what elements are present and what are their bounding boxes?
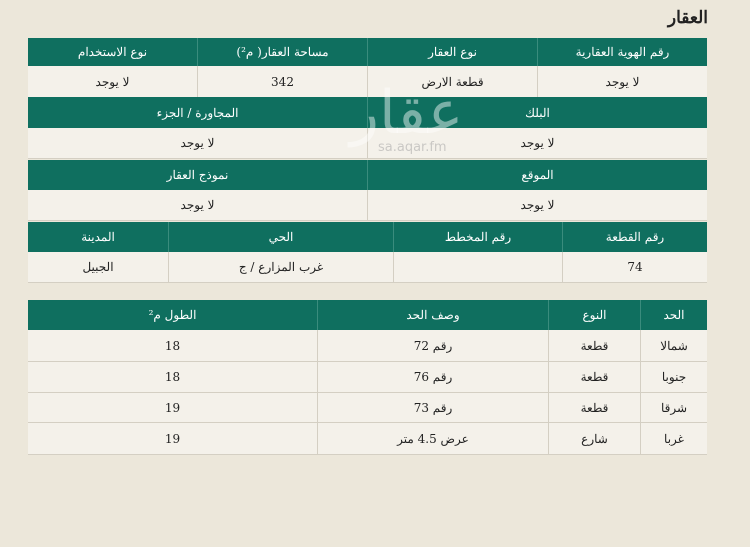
header-plan-number: رقم المخطط xyxy=(393,222,562,252)
section2-row: لا يوجد لا يوجد xyxy=(28,128,707,159)
header-area: مساحة العقار( م²) xyxy=(197,38,367,66)
header-usage-type: نوع الاستخدام xyxy=(77,45,148,59)
cell-boundary: شرقا xyxy=(640,393,707,422)
cell-length: 18 xyxy=(164,370,181,384)
section1-header: رقم الهوية العقارية نوع العقار مساحة الع… xyxy=(28,38,707,66)
section3-header: الموقع نموذج العقار xyxy=(28,160,707,190)
cell-length: 19 xyxy=(164,431,181,446)
cell-length: 18 xyxy=(164,338,181,353)
header-neighborhood-part: المجاورة / الجزء xyxy=(156,105,239,120)
header-location: الموقع xyxy=(367,160,707,190)
page-title: العقار xyxy=(667,8,708,28)
value-area: 342 xyxy=(197,66,367,97)
watermark-logo: عقار xyxy=(350,78,464,148)
header-district: الحي xyxy=(168,222,393,252)
header-block: البلك xyxy=(367,97,707,128)
table-row: جنوبا قطعة رقم 76 18 xyxy=(28,362,707,393)
header-length: الطول م² xyxy=(148,308,197,322)
value-plot-number: 74 xyxy=(562,252,707,282)
cell-description: رقم 76 xyxy=(317,362,548,392)
section4-header: رقم القطعة رقم المخطط الحي المدينة xyxy=(28,222,707,252)
cell-boundary: شمالا xyxy=(640,330,707,361)
boundaries-header: الحد النوع وصف الحد الطول م² xyxy=(28,300,707,330)
value-city: الجبيل xyxy=(82,260,114,274)
value-plan-number xyxy=(393,252,562,282)
table-row: شرقا قطعة رقم 73 19 xyxy=(28,393,707,423)
cell-boundary: غربا xyxy=(640,423,707,454)
cell-description: رقم 73 xyxy=(317,393,548,422)
watermark-url: sa.aqar.fm xyxy=(378,140,447,155)
section4-row: 74 غرب المزارع / ج الجبيل xyxy=(28,252,707,283)
table-row: شمالا قطعة رقم 72 18 xyxy=(28,330,707,362)
section2-header: البلك المجاورة / الجزء xyxy=(28,97,707,128)
header-property-model: نموذج العقار xyxy=(166,168,229,182)
header-plot-number: رقم القطعة xyxy=(562,222,707,252)
header-boundary: الحد xyxy=(640,300,707,330)
cell-boundary: جنوبا xyxy=(640,362,707,392)
table-row: غربا شارع عرض 4.5 متر 19 xyxy=(28,423,707,455)
header-property-id: رقم الهوية العقارية xyxy=(537,38,707,66)
value-block: لا يوجد xyxy=(367,128,707,158)
header-type: النوع xyxy=(548,300,640,330)
cell-type: قطعة xyxy=(548,393,640,422)
value-location: لا يوجد xyxy=(367,190,707,220)
header-city: المدينة xyxy=(81,230,115,244)
cell-type: قطعة xyxy=(548,362,640,392)
cell-length: 19 xyxy=(164,400,181,415)
cell-description: عرض 4.5 متر xyxy=(317,423,548,454)
value-property-type: قطعة الارض xyxy=(367,66,537,97)
header-description: وصف الحد xyxy=(317,300,548,330)
value-usage-type: لا يوجد xyxy=(95,74,130,89)
value-neighborhood-part: لا يوجد xyxy=(180,136,215,150)
value-property-model: لا يوجد xyxy=(180,198,215,212)
cell-type: شارع xyxy=(548,423,640,454)
value-district: غرب المزارع / ج xyxy=(168,252,393,282)
cell-type: قطعة xyxy=(548,330,640,361)
value-property-id: لا يوجد xyxy=(537,66,707,97)
section3-row: لا يوجد لا يوجد xyxy=(28,190,707,221)
header-property-type: نوع العقار xyxy=(367,38,537,66)
cell-description: رقم 72 xyxy=(317,330,548,361)
